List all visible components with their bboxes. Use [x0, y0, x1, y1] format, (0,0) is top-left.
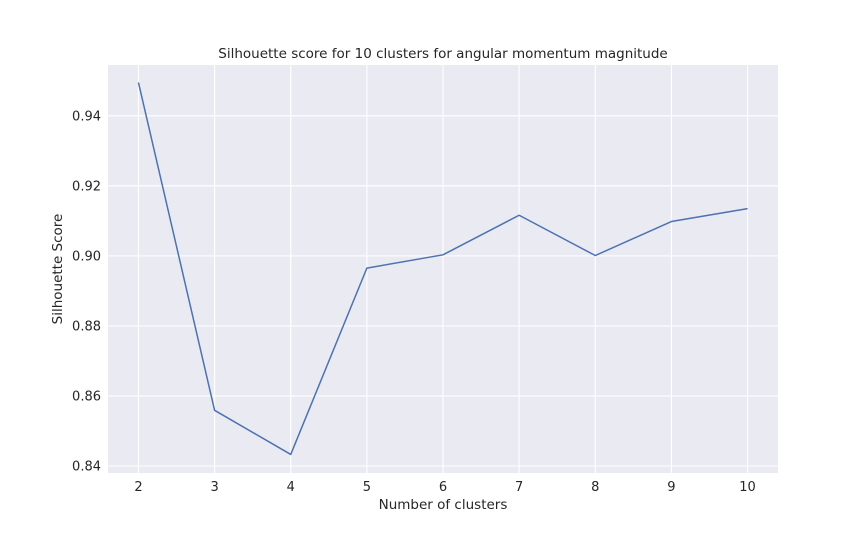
- y-gridlines: [108, 115, 778, 467]
- x-tick-label: 5: [363, 480, 371, 495]
- y-tick-label: 0.86: [72, 389, 101, 404]
- series-line: [137, 82, 748, 456]
- x-tick-label: 8: [591, 480, 599, 495]
- x-tick-labels: 2 3 4 5 6 7 8 9 10: [134, 480, 756, 495]
- y-tick-label: 0.90: [72, 249, 101, 264]
- y-tick-label: 0.94: [72, 109, 101, 124]
- series-layer: [137, 82, 748, 456]
- x-gridlines: [137, 65, 749, 473]
- x-tick-label: 3: [210, 480, 218, 495]
- y-tick-label: 0.92: [72, 179, 101, 194]
- y-tick-labels: 0.84 0.86 0.88 0.90 0.92 0.94: [72, 109, 101, 474]
- chart-title: Silhouette score for 10 clusters for ang…: [218, 46, 667, 62]
- y-tick-label: 0.84: [72, 459, 101, 474]
- x-tick-label: 2: [134, 480, 142, 495]
- x-tick-label: 10: [739, 480, 756, 495]
- x-tick-label: 9: [667, 480, 675, 495]
- x-tick-label: 4: [287, 480, 295, 495]
- x-axis-label: Number of clusters: [379, 497, 508, 513]
- y-axis-label: Silhouette Score: [50, 214, 66, 325]
- y-tick-label: 0.88: [72, 319, 101, 334]
- x-tick-label: 6: [439, 480, 447, 495]
- x-tick-label: 7: [515, 480, 523, 495]
